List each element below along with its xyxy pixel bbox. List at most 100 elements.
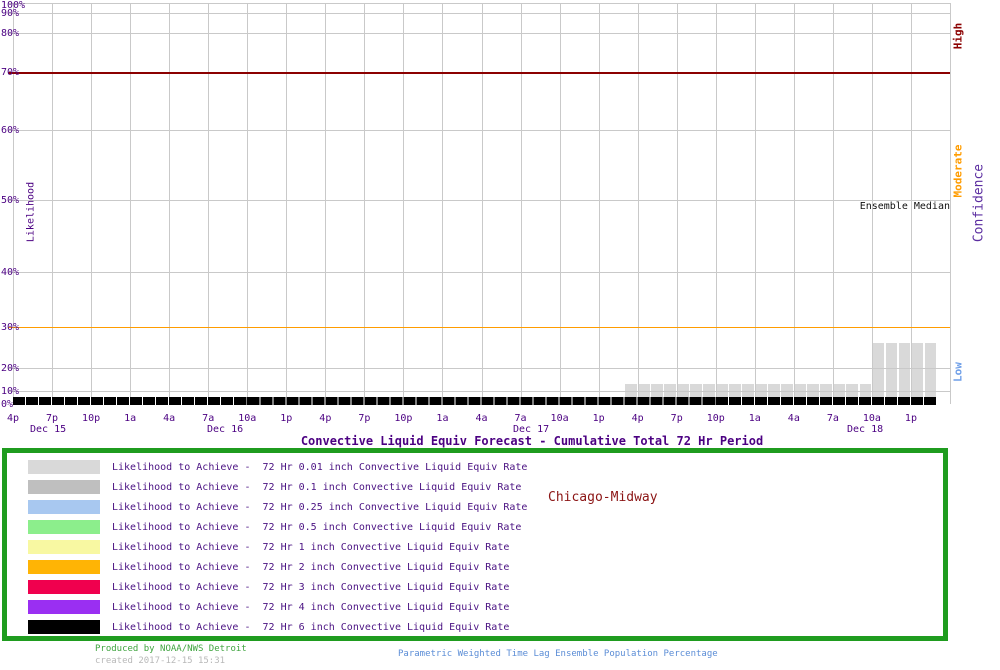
gridline-v	[13, 3, 14, 404]
bar-series-0	[703, 384, 716, 404]
y-tick-label: 70%	[1, 67, 20, 78]
x-tick-label: 7p	[670, 413, 683, 424]
gridline-v	[715, 3, 717, 404]
x-tick-label: 10a	[550, 413, 569, 424]
gridline-v	[598, 3, 600, 404]
bar-series-0	[885, 343, 898, 404]
gridline-v	[676, 3, 678, 404]
y-tick-label: 80%	[1, 28, 20, 39]
gridline-v	[325, 3, 327, 404]
footer-method: Parametric Weighted Time Lag Ensemble Po…	[398, 649, 718, 659]
legend-label: Likelihood to Achieve - 72 Hr 3 inch Con…	[112, 582, 510, 593]
bar-series-0	[872, 343, 885, 404]
legend-box	[2, 448, 948, 641]
legend-swatch	[28, 600, 100, 614]
x-tick-label: 4p	[631, 413, 644, 424]
x-tick-label: 4a	[163, 413, 176, 424]
bar-series-0	[846, 384, 859, 404]
gridline-v	[637, 3, 639, 404]
footer-created: created 2017-12-15 15:31	[95, 656, 226, 666]
chart-title: Convective Liquid Equiv Forecast - Cumul…	[300, 434, 764, 448]
reference-line-30	[8, 327, 950, 328]
x-tick-label: 7a	[514, 413, 527, 424]
bar-series-0	[911, 343, 924, 404]
bar-series-0	[781, 384, 794, 404]
bar-series-0	[768, 384, 781, 404]
y-tick-label: 100%	[1, 0, 26, 11]
legend-label: Likelihood to Achieve - 72 Hr 0.01 inch …	[112, 462, 528, 473]
legend-label: Likelihood to Achieve - 72 Hr 0.1 inch C…	[112, 482, 522, 493]
legend-label: Likelihood to Achieve - 72 Hr 1 inch Con…	[112, 542, 510, 553]
gridline-v	[286, 3, 288, 404]
bar-series-0	[833, 384, 846, 404]
legend-swatch	[28, 560, 100, 574]
bar-series-0	[924, 343, 937, 404]
y-tick-label: 50%	[1, 195, 20, 206]
x-tick-label: 4p	[319, 413, 332, 424]
legend-swatch	[28, 480, 100, 494]
gridline-v	[793, 3, 795, 404]
bar-series-0	[625, 384, 638, 404]
gridline-v	[52, 3, 54, 404]
gridline-h	[8, 33, 950, 34]
gridline-h	[8, 200, 950, 201]
bar-series-0	[716, 384, 729, 404]
x-tick-label: 10p	[82, 413, 101, 424]
bar-series-0	[742, 384, 755, 404]
x-tick-label: 10a	[238, 413, 257, 424]
ensemble-median-band	[13, 397, 937, 405]
gridline-v	[950, 3, 951, 404]
x-tick-label: 10a	[862, 413, 881, 424]
confidence-low-label: Low	[951, 362, 965, 382]
bar-series-0	[755, 384, 768, 404]
x-date-label: Dec 16	[207, 424, 244, 435]
station-label: Chicago-Midway	[548, 490, 658, 505]
gridline-h	[8, 391, 950, 392]
x-tick-label: 7a	[202, 413, 215, 424]
gridline-h	[8, 272, 950, 273]
x-tick-label: 1p	[592, 413, 605, 424]
x-date-label: Dec 17	[513, 424, 550, 435]
bar-series-0	[820, 384, 833, 404]
confidence-high-label: High	[951, 22, 965, 50]
x-tick-label: 7p	[46, 413, 59, 424]
x-tick-label: 1p	[280, 413, 293, 424]
y-tick-label: 40%	[1, 267, 20, 278]
x-tick-label: 1a	[436, 413, 449, 424]
legend-swatch	[28, 500, 100, 514]
gridline-v	[247, 3, 249, 404]
gridline-v	[910, 3, 912, 404]
legend-label: Likelihood to Achieve - 72 Hr 2 inch Con…	[112, 562, 510, 573]
legend-swatch	[28, 520, 100, 534]
legend-swatch	[28, 540, 100, 554]
y-tick-label: 90%	[1, 8, 20, 19]
y-axis-title: Likelihood	[25, 181, 37, 243]
gridline-v	[754, 3, 756, 404]
x-tick-label: 4a	[787, 413, 800, 424]
y-tick-label: 60%	[1, 125, 20, 136]
bar-series-0	[664, 384, 677, 404]
gridline-h	[8, 368, 950, 369]
y-tick-label: 20%	[1, 363, 20, 374]
legend-label: Likelihood to Achieve - 72 Hr 0.5 inch C…	[112, 522, 522, 533]
x-tick-label: 1a	[124, 413, 137, 424]
x-date-label: Dec 18	[847, 424, 884, 435]
gridline-v	[208, 3, 210, 404]
gridline-h	[8, 130, 950, 131]
gridline-v	[403, 3, 405, 404]
ensemble-median-label: Ensemble Median	[859, 201, 950, 212]
legend-label: Likelihood to Achieve - 72 Hr 6 inch Con…	[112, 622, 510, 633]
bar-series-0	[898, 343, 911, 404]
x-tick-label: 4p	[6, 413, 20, 424]
x-tick-label: 4a	[475, 413, 488, 424]
x-tick-label: 10p	[706, 413, 725, 424]
gridline-v	[130, 3, 132, 404]
gridline-v	[169, 3, 171, 404]
gridline-v	[832, 3, 834, 404]
x-tick-label: 1a	[748, 413, 761, 424]
x-tick-label: 10p	[394, 413, 413, 424]
legend-swatch	[28, 620, 100, 634]
bar-series-0	[729, 384, 742, 404]
gridline-v	[481, 3, 483, 404]
